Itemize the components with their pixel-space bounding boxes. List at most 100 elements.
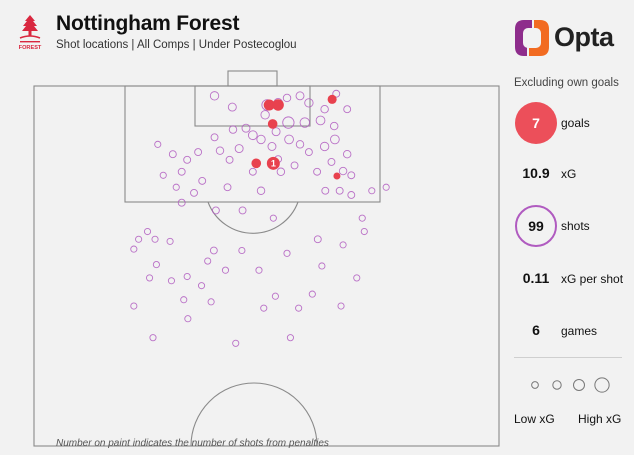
club-crest-icon: FOREST: [19, 15, 42, 51]
xg-value: 10.9: [522, 165, 550, 181]
shot-point: [304, 98, 314, 108]
shot-point: [247, 130, 258, 141]
shot-point: [358, 214, 366, 222]
shot-point: [368, 187, 376, 195]
shot-point: [260, 304, 268, 312]
shot-point: [271, 292, 279, 300]
shot-point: [177, 198, 186, 207]
shot-point: [232, 339, 240, 347]
shot-point: [207, 298, 215, 306]
shot-point: [130, 302, 138, 310]
shots-value: 99: [515, 205, 557, 247]
shot-point: [339, 241, 347, 249]
goal-point: [333, 172, 341, 180]
opta-logo-icon: [515, 20, 549, 56]
goals-label: goals: [561, 116, 590, 130]
shot-point: [295, 91, 305, 101]
shots-label: shots: [561, 219, 590, 233]
shot-point: [159, 171, 167, 179]
shot-point: [295, 140, 305, 149]
shot-point: [304, 148, 313, 157]
xg-size-legend: [531, 377, 610, 393]
shot-point: [241, 123, 251, 133]
shot-point: [313, 167, 322, 176]
shot-point: [197, 282, 206, 290]
shot-point: [194, 148, 203, 157]
shot-point: [198, 176, 207, 185]
legend-size-circle: [573, 379, 585, 391]
shot-point: [234, 144, 244, 154]
opta-wordmark: Opta: [554, 22, 614, 52]
goal-point: [267, 119, 278, 129]
shot-point: [342, 149, 352, 159]
shot-point: [210, 133, 219, 142]
penalty-arc: [207, 201, 299, 234]
shot-point: [338, 166, 348, 176]
shot-point: [320, 104, 329, 114]
shot-point: [353, 274, 361, 282]
shot-point: [321, 186, 330, 195]
shot-point: [149, 334, 157, 342]
shot-point: [223, 183, 232, 192]
shot-point: [318, 262, 326, 270]
shot-point: [271, 127, 281, 137]
games-value: 6: [532, 322, 540, 338]
shot-point: [295, 304, 303, 312]
shot-point: [255, 266, 263, 274]
legend-size-circle: [552, 380, 562, 390]
page-title: Nottingham Forest: [56, 12, 240, 35]
shot-point: [209, 246, 218, 255]
goal-point: [327, 94, 337, 104]
xg-per-shot-value: 0.11: [522, 270, 550, 286]
shot-point: [282, 93, 292, 103]
shot-point: [343, 105, 352, 114]
shot-point: [290, 161, 299, 170]
goal-point: [263, 99, 275, 111]
footnote: Number on paint indicates the number of …: [56, 438, 329, 449]
exclusion-note: Excluding own goals: [514, 77, 619, 89]
shot-point: [130, 245, 138, 253]
shot-point: [315, 115, 326, 126]
shot-point: [143, 227, 152, 236]
shot-point: [166, 237, 174, 245]
shot-point: [221, 266, 230, 274]
shot-point: [167, 277, 175, 285]
shot-point: [190, 188, 198, 197]
shot-point: [211, 206, 220, 215]
goal-point: [251, 158, 262, 169]
xg-per-shot-label: xG per shot: [561, 272, 624, 286]
shot-point: [177, 167, 186, 176]
shot-point: [135, 235, 143, 243]
shot-point: [183, 155, 192, 164]
shot-point: [183, 272, 191, 281]
shot-point: [284, 134, 294, 145]
shot-point: [228, 125, 238, 134]
xg-label: xG: [561, 167, 577, 181]
shot-point: [330, 134, 340, 145]
legend-divider: [514, 357, 622, 358]
shot-point: [332, 89, 341, 98]
shot-point: [256, 186, 266, 195]
legend-size-circle: [531, 381, 539, 389]
shot-point: [286, 334, 294, 342]
pitch-outline: [33, 85, 500, 447]
shot-point: [180, 296, 188, 304]
shot-point: [238, 246, 246, 255]
shot-point: [313, 235, 322, 244]
crest-wordmark: FOREST: [19, 45, 42, 51]
shot-point: [282, 116, 295, 129]
goal-point: [272, 99, 284, 111]
shot-point: [260, 110, 270, 120]
shot-point: [319, 141, 330, 152]
goals-value: 7: [515, 102, 557, 144]
legend-low-label: Low xG: [514, 412, 555, 426]
shot-point: [327, 158, 336, 166]
shot-point: [267, 142, 277, 151]
shot-point: [168, 150, 177, 159]
goal: [227, 70, 278, 87]
shot-point: [347, 171, 356, 180]
legend-high-label: High xG: [578, 412, 622, 426]
shot-point: [204, 257, 212, 265]
legend-size-circle: [594, 377, 610, 393]
